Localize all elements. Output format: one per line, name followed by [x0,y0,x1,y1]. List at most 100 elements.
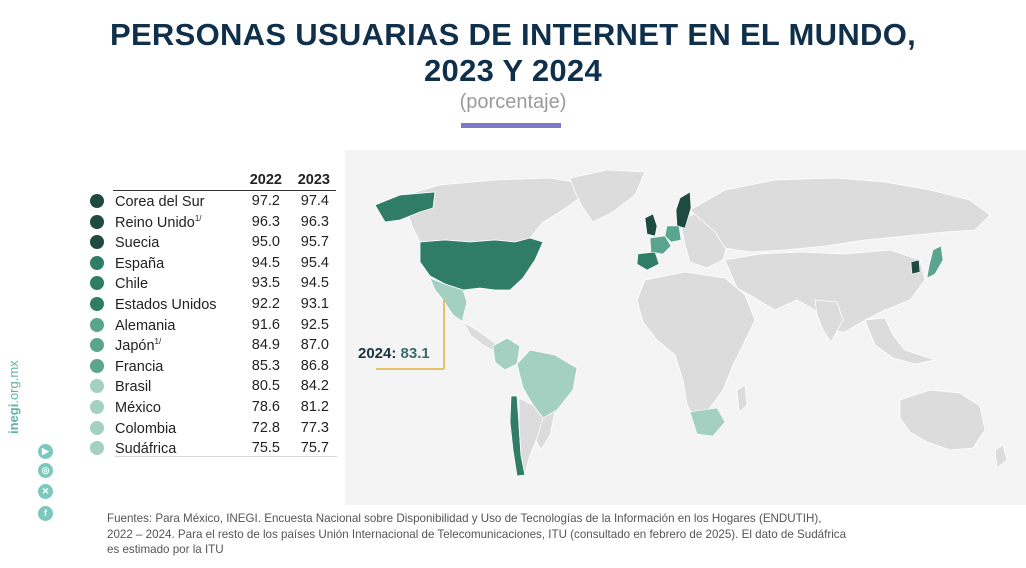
map-japan [926,245,944,279]
page-title-line-1: PERSONAS USUARIAS DE INTERNET EN EL MUND… [109,17,917,52]
table-row: Suecia 95.0 95.7 [86,232,336,253]
value-2022: 85.3 [251,357,280,374]
value-2023: 93.1 [300,295,329,312]
map-australia [899,389,986,451]
map-africa [636,271,756,421]
value-2023: 84.2 [300,378,329,395]
country-table: 2022 2023 Corea del Sur 97.2 97.4 Reino Uni… [86,170,336,459]
table-bottom-rule [115,456,337,457]
country-name: México [115,399,161,416]
country-name: Chile [115,276,149,293]
value-2023: 92.5 [300,316,329,333]
table-row: Francia 85.3 86.8 [86,356,336,377]
map-greenland [569,169,646,223]
legend-dot [90,296,104,311]
country-name: Brasil [115,379,152,396]
value-2023: 81.2 [300,398,329,415]
x-icon[interactable]: ✕ [38,484,53,499]
country-name: Japón1/ [115,337,162,354]
map-mexico [429,277,468,323]
country-name: Sudáfrica [115,440,177,457]
value-2023: 77.3 [300,419,329,436]
site-url-bold: inegi [6,403,21,434]
value-2023: 75.7 [300,440,329,457]
map-brazil [516,349,578,419]
title-accent-bar [461,123,561,128]
table-row: Colombia 72.8 77.3 [86,418,336,439]
legend-dot [90,194,104,208]
callout-value: 83.1 [400,345,430,362]
map-south-korea [910,259,921,275]
map-colombia [492,337,521,371]
map-germany [664,225,682,243]
legend-dot [90,235,104,250]
value-2022: 92.2 [251,295,280,312]
table-body: Corea del Sur 97.2 97.4 Reino Unido1/96.3 96… [86,191,336,459]
legend-dot [90,358,104,373]
header-2022: 2022 [249,172,282,188]
map-new-zealand [994,444,1008,469]
value-2023: 86.8 [300,357,329,374]
value-2023: 94.5 [300,275,329,292]
country-name: Corea del Sur [115,193,205,210]
table-row: Corea del Sur 97.2 97.4 [86,191,336,212]
map-asia-south [724,249,926,333]
table-row: Japón1/84.9 87.0 [86,335,336,356]
value-2023: 97.4 [300,193,329,209]
value-2022: 91.6 [251,316,280,333]
map-india [814,299,844,343]
callout-line-vertical [443,300,445,369]
country-name: Estados Unidos [115,296,217,313]
legend-dot [90,420,104,435]
instagram-icon[interactable]: ◎ [38,463,53,478]
callout-line-horizontal [376,368,444,370]
page-title-line-2: 2023 Y 2024 [423,53,602,88]
legend-dot [90,255,104,270]
value-2023: 87.0 [300,337,329,354]
value-2023: 96.3 [300,213,329,230]
site-url[interactable]: inegi.org.mx [6,352,26,442]
value-2022: 93.5 [251,275,280,292]
legend-dot [90,276,104,291]
table-row: México 78.6 81.2 [86,397,336,418]
country-name: Francia [115,358,164,375]
table-row: Brasil 80.5 84.2 [86,376,336,397]
page-subtitle: (porcentaje) [459,91,567,113]
map-usa [419,237,544,291]
world-map [374,169,1008,477]
value-2022: 84.9 [251,337,280,354]
country-name: Colombia [115,420,177,437]
legend-dot [90,214,104,229]
mexico-2024-callout: 2024: 83.1 [358,345,430,362]
table-row: Estados Unidos 92.2 93.1 [86,294,336,315]
map-uk [644,213,658,237]
country-name: Suecia [115,235,160,252]
table-row: Sudáfrica 75.5 75.7 [86,438,336,459]
value-2022: 95.0 [251,234,280,251]
header-2023: 2023 [297,172,330,188]
country-name: España [115,255,165,272]
map-alaska [374,191,436,223]
table-header: 2022 2023 [113,170,336,191]
map-south-africa [689,407,726,437]
country-name: Alemania [115,317,176,334]
value-2023: 95.7 [300,234,329,251]
facebook-icon[interactable]: f [38,506,53,521]
country-name: Reino Unido1/ [115,213,202,231]
table-row: Chile 93.5 94.5 [86,273,336,294]
map-russia [689,177,991,253]
map-argentina [518,397,544,476]
map-france [649,235,672,255]
value-2022: 78.6 [251,398,280,415]
youtube-icon[interactable]: ▶ [38,444,53,459]
value-2022: 72.8 [251,419,280,436]
legend-dot [90,399,104,414]
value-2023: 95.4 [300,254,329,271]
legend-dot [90,441,104,456]
value-2022: 75.5 [251,440,280,457]
value-2022: 80.5 [251,378,280,395]
map-sweden [675,191,692,229]
site-url-rest: .org.mx [6,360,21,404]
value-2022: 96.3 [251,213,280,230]
value-2022: 97.2 [251,193,280,209]
